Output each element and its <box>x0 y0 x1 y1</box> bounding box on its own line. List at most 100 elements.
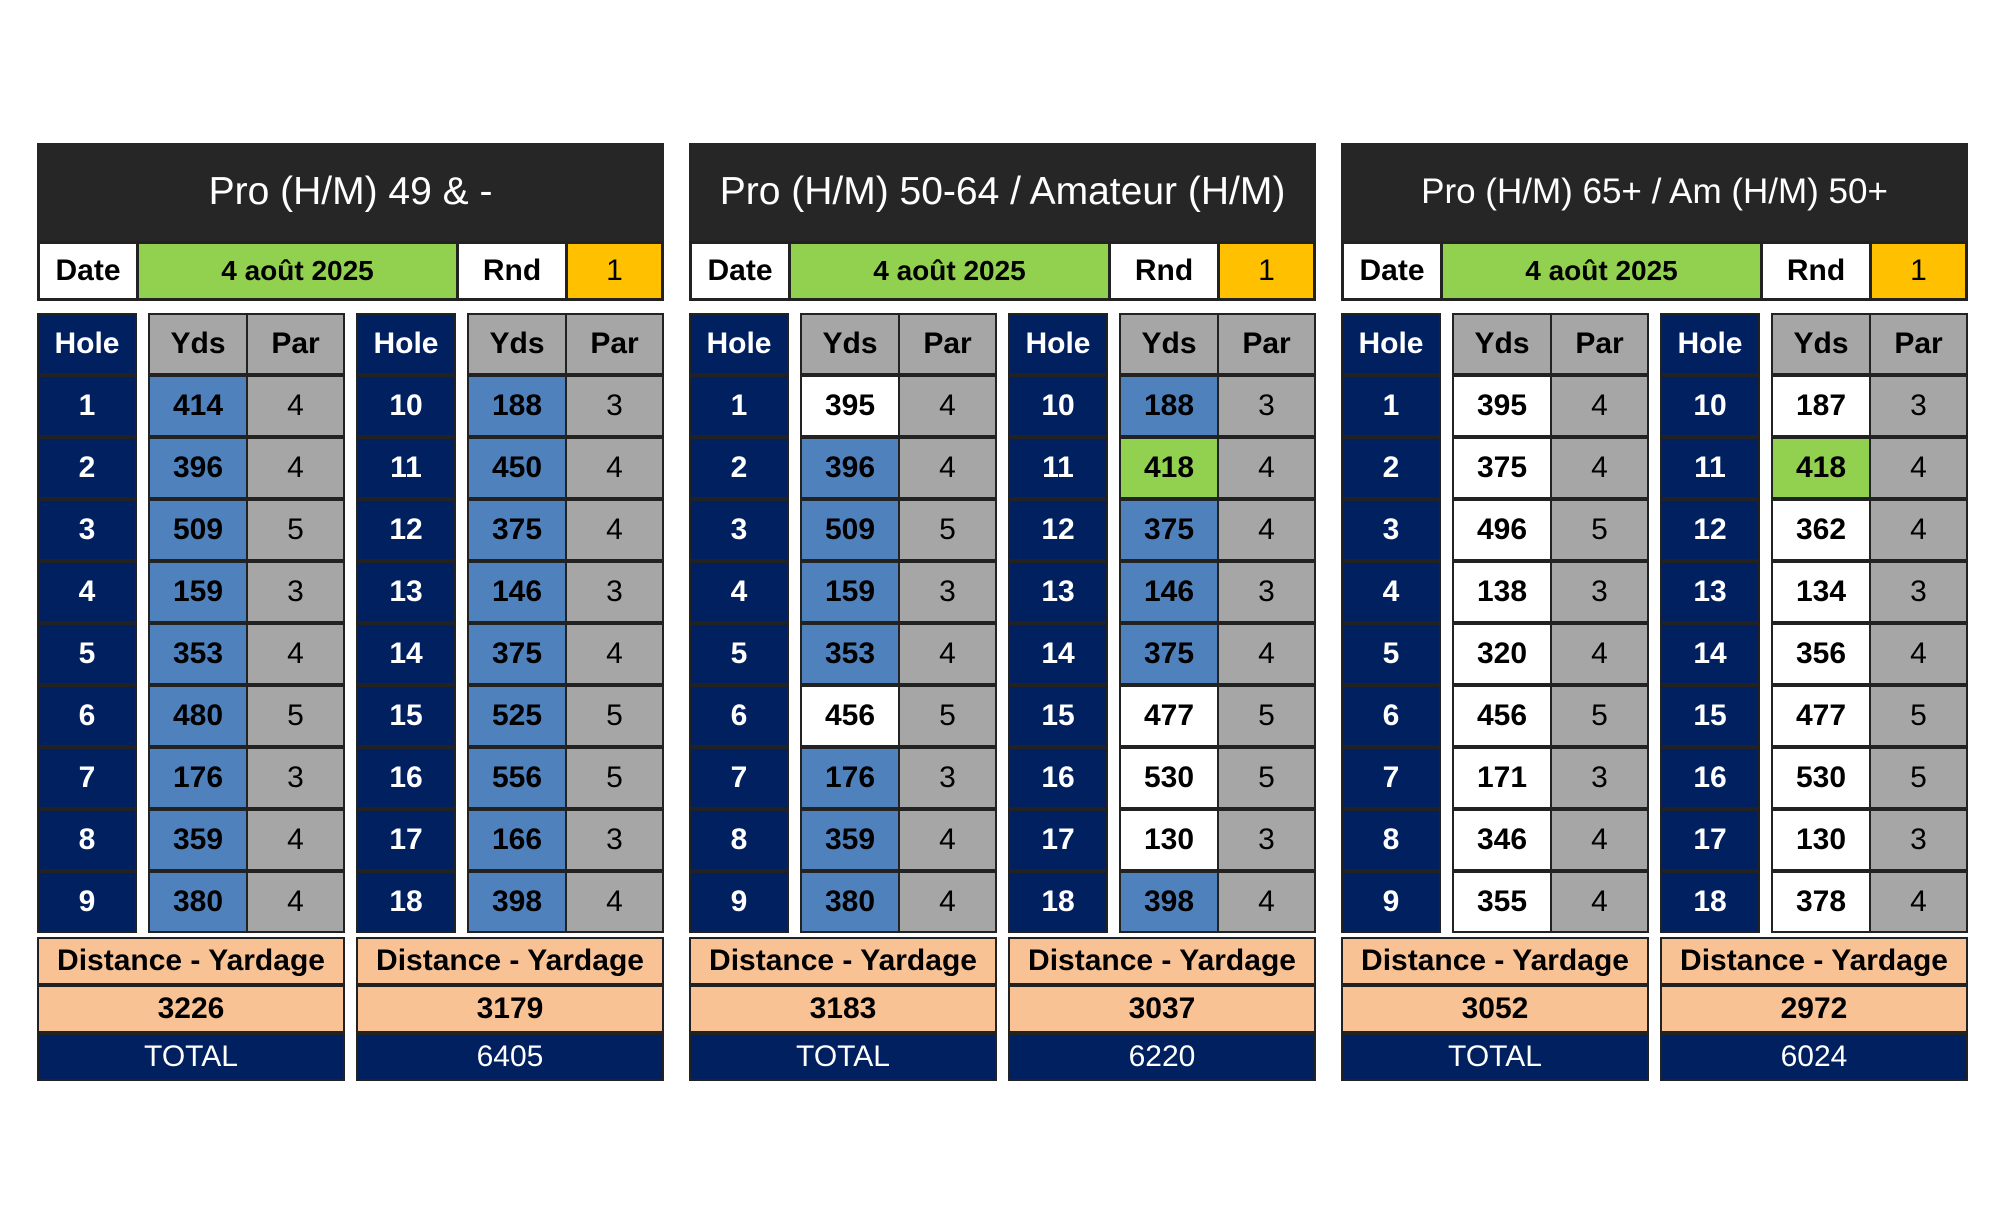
par-cell: 4 <box>1217 437 1316 499</box>
par-cell: 4 <box>1550 871 1649 933</box>
yds-cell: 359 <box>800 809 900 871</box>
yds-cell: 375 <box>1119 499 1219 561</box>
hole-cell: 10 <box>1008 375 1108 437</box>
par-cell: 3 <box>1217 375 1316 437</box>
back-hole-column: Hole 10 11 12 13 14 15 16 17 18 <box>356 313 456 933</box>
par-cell: 4 <box>1550 437 1649 499</box>
yds-cell: 375 <box>1119 623 1219 685</box>
par-cell: 3 <box>1869 375 1968 437</box>
hole-cell: 13 <box>1008 561 1108 623</box>
yds-cell: 188 <box>467 375 567 437</box>
yds-cell: 396 <box>800 437 900 499</box>
yds-cell: 176 <box>800 747 900 809</box>
yds-cell: 166 <box>467 809 567 871</box>
hole-cell: 9 <box>37 871 137 933</box>
yds-cell: 530 <box>1771 747 1871 809</box>
date-value: 4 août 2025 <box>1440 241 1763 301</box>
par-cell: 4 <box>898 623 997 685</box>
hole-cell: 18 <box>356 871 456 933</box>
back-totals: Distance - Yardage 3179 6405 <box>356 937 664 1081</box>
date-label: Date <box>1341 241 1443 301</box>
par-cell: 5 <box>1550 499 1649 561</box>
par-cell: 3 <box>565 561 664 623</box>
hole-cell: 3 <box>37 499 137 561</box>
front-totals: Distance - Yardage 3226 TOTAL <box>37 937 345 1081</box>
hole-cell: 4 <box>1341 561 1441 623</box>
yds-cell: 380 <box>800 871 900 933</box>
distance-label: Distance - Yardage <box>689 937 997 985</box>
yds-header: Yds <box>148 313 248 375</box>
par-cell: 4 <box>898 809 997 871</box>
hole-cell: 11 <box>356 437 456 499</box>
par-cell: 4 <box>1869 623 1968 685</box>
par-cell: 4 <box>1550 623 1649 685</box>
hole-cell: 16 <box>1008 747 1108 809</box>
par-cell: 4 <box>1217 871 1316 933</box>
hole-cell: 8 <box>37 809 137 871</box>
hole-cell: 13 <box>356 561 456 623</box>
yds-cell: 176 <box>148 747 248 809</box>
yds-cell: 509 <box>800 499 900 561</box>
back-yds-column: Yds 187 418 362 134 356 477 530 130 378 <box>1771 313 1871 933</box>
par-cell: 3 <box>1869 809 1968 871</box>
par-cell: 4 <box>565 437 664 499</box>
hole-cell: 9 <box>1341 871 1441 933</box>
back-hole-column: Hole 10 11 12 13 14 15 16 17 18 <box>1660 313 1760 933</box>
yds-cell: 414 <box>148 375 248 437</box>
hole-cell: 14 <box>1660 623 1760 685</box>
yds-cell: 130 <box>1119 809 1219 871</box>
par-header: Par <box>1550 313 1649 375</box>
par-cell: 3 <box>565 809 664 871</box>
par-cell: 5 <box>898 685 997 747</box>
back-par-column: Par 3 4 4 3 4 5 5 3 4 <box>565 313 664 933</box>
par-cell: 5 <box>246 685 345 747</box>
distance-value: 2972 <box>1660 985 1968 1033</box>
date-value: 4 août 2025 <box>788 241 1111 301</box>
hole-cell: 18 <box>1008 871 1108 933</box>
hole-cell: 3 <box>1341 499 1441 561</box>
hole-cell: 3 <box>689 499 789 561</box>
hole-cell: 11 <box>1660 437 1760 499</box>
par-header: Par <box>898 313 997 375</box>
hole-cell: 2 <box>1341 437 1441 499</box>
par-cell: 5 <box>246 499 345 561</box>
yds-header: Yds <box>1452 313 1552 375</box>
par-cell: 5 <box>1217 685 1316 747</box>
date-label: Date <box>37 241 139 301</box>
yds-cell: 398 <box>1119 871 1219 933</box>
total-value: 6024 <box>1660 1033 1968 1081</box>
yds-cell: 375 <box>467 623 567 685</box>
total-value: 6405 <box>356 1033 664 1081</box>
yds-cell: 556 <box>467 747 567 809</box>
hole-cell: 6 <box>37 685 137 747</box>
par-cell: 3 <box>1869 561 1968 623</box>
yds-cell: 134 <box>1771 561 1871 623</box>
round-label: Rnd <box>456 241 568 301</box>
front-par-column: Par 4 4 5 3 4 5 3 4 4 <box>898 313 997 933</box>
hole-cell: 17 <box>1008 809 1108 871</box>
card-title: Pro (H/M) 49 & - <box>37 143 664 241</box>
front-totals: Distance - Yardage 3183 TOTAL <box>689 937 997 1081</box>
front-yds-column: Yds 414 396 509 159 353 480 176 359 380 <box>148 313 248 933</box>
hole-cell: 7 <box>689 747 789 809</box>
par-header: Par <box>1217 313 1316 375</box>
par-cell: 3 <box>898 747 997 809</box>
par-cell: 4 <box>1869 499 1968 561</box>
total-label: TOTAL <box>689 1033 997 1081</box>
yds-cell: 450 <box>467 437 567 499</box>
par-cell: 5 <box>1869 747 1968 809</box>
yds-cell: 380 <box>148 871 248 933</box>
hole-cell: 17 <box>356 809 456 871</box>
par-cell: 4 <box>1217 499 1316 561</box>
hole-cell: 9 <box>689 871 789 933</box>
back-par-column: Par 3 4 4 3 4 5 5 3 4 <box>1869 313 1968 933</box>
par-cell: 3 <box>898 561 997 623</box>
hole-cell: 13 <box>1660 561 1760 623</box>
yds-cell: 159 <box>148 561 248 623</box>
yds-cell: 375 <box>467 499 567 561</box>
yds-header: Yds <box>467 313 567 375</box>
yds-cell: 480 <box>148 685 248 747</box>
par-cell: 4 <box>246 809 345 871</box>
par-cell: 4 <box>565 623 664 685</box>
hole-cell: 12 <box>1660 499 1760 561</box>
